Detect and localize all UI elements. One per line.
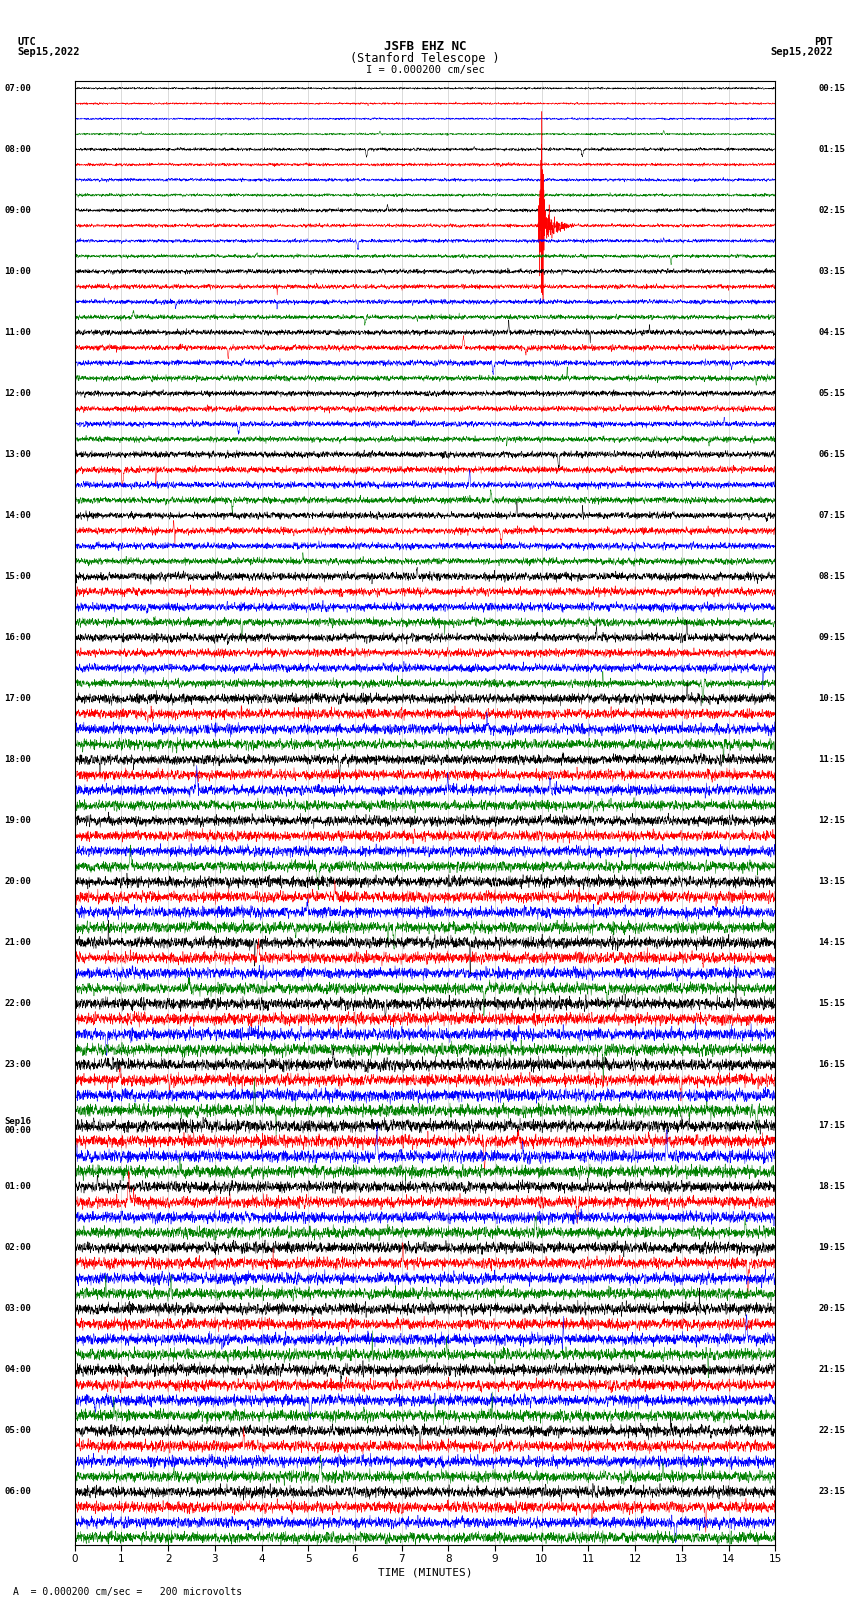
Text: 16:15: 16:15 (819, 1060, 846, 1069)
Text: 20:15: 20:15 (819, 1305, 846, 1313)
Text: 06:15: 06:15 (819, 450, 846, 460)
Text: 13:15: 13:15 (819, 877, 846, 886)
Text: Sep15,2022: Sep15,2022 (770, 47, 833, 56)
Text: Sep16: Sep16 (4, 1116, 31, 1126)
Text: 12:00: 12:00 (4, 389, 31, 398)
Text: 07:15: 07:15 (819, 511, 846, 519)
Text: 18:00: 18:00 (4, 755, 31, 765)
Text: I = 0.000200 cm/sec: I = 0.000200 cm/sec (366, 65, 484, 74)
Text: 06:00: 06:00 (4, 1487, 31, 1497)
Text: 09:00: 09:00 (4, 206, 31, 215)
Text: Sep15,2022: Sep15,2022 (17, 47, 80, 56)
Text: 12:15: 12:15 (819, 816, 846, 826)
Text: 17:00: 17:00 (4, 694, 31, 703)
Text: 15:00: 15:00 (4, 573, 31, 581)
Text: 14:00: 14:00 (4, 511, 31, 519)
Text: A  = 0.000200 cm/sec =   200 microvolts: A = 0.000200 cm/sec = 200 microvolts (13, 1587, 242, 1597)
Text: 18:15: 18:15 (819, 1182, 846, 1192)
Text: 21:00: 21:00 (4, 939, 31, 947)
Text: 01:15: 01:15 (819, 145, 846, 153)
Text: 22:00: 22:00 (4, 998, 31, 1008)
Text: 05:15: 05:15 (819, 389, 846, 398)
Text: 11:00: 11:00 (4, 327, 31, 337)
Text: 04:00: 04:00 (4, 1365, 31, 1374)
Text: 00:15: 00:15 (819, 84, 846, 94)
Text: JSFB EHZ NC: JSFB EHZ NC (383, 40, 467, 53)
Text: 05:00: 05:00 (4, 1426, 31, 1436)
Text: UTC: UTC (17, 37, 36, 47)
Text: 00:00: 00:00 (4, 1126, 31, 1134)
Text: 10:00: 10:00 (4, 266, 31, 276)
Text: 04:15: 04:15 (819, 327, 846, 337)
Text: 22:15: 22:15 (819, 1426, 846, 1436)
X-axis label: TIME (MINUTES): TIME (MINUTES) (377, 1568, 473, 1578)
Text: 17:15: 17:15 (819, 1121, 846, 1131)
Text: 19:00: 19:00 (4, 816, 31, 826)
Text: 03:00: 03:00 (4, 1305, 31, 1313)
Text: 10:15: 10:15 (819, 694, 846, 703)
Text: (Stanford Telescope ): (Stanford Telescope ) (350, 52, 500, 65)
Text: 21:15: 21:15 (819, 1365, 846, 1374)
Text: 09:15: 09:15 (819, 632, 846, 642)
Text: 13:00: 13:00 (4, 450, 31, 460)
Text: 02:00: 02:00 (4, 1244, 31, 1252)
Text: 15:15: 15:15 (819, 998, 846, 1008)
Text: 03:15: 03:15 (819, 266, 846, 276)
Text: 07:00: 07:00 (4, 84, 31, 94)
Text: 14:15: 14:15 (819, 939, 846, 947)
Text: 19:15: 19:15 (819, 1244, 846, 1252)
Text: 02:15: 02:15 (819, 206, 846, 215)
Text: 01:00: 01:00 (4, 1182, 31, 1192)
Text: PDT: PDT (814, 37, 833, 47)
Text: 23:00: 23:00 (4, 1060, 31, 1069)
Text: 11:15: 11:15 (819, 755, 846, 765)
Text: 08:15: 08:15 (819, 573, 846, 581)
Text: 16:00: 16:00 (4, 632, 31, 642)
Text: 20:00: 20:00 (4, 877, 31, 886)
Text: 23:15: 23:15 (819, 1487, 846, 1497)
Text: 08:00: 08:00 (4, 145, 31, 153)
